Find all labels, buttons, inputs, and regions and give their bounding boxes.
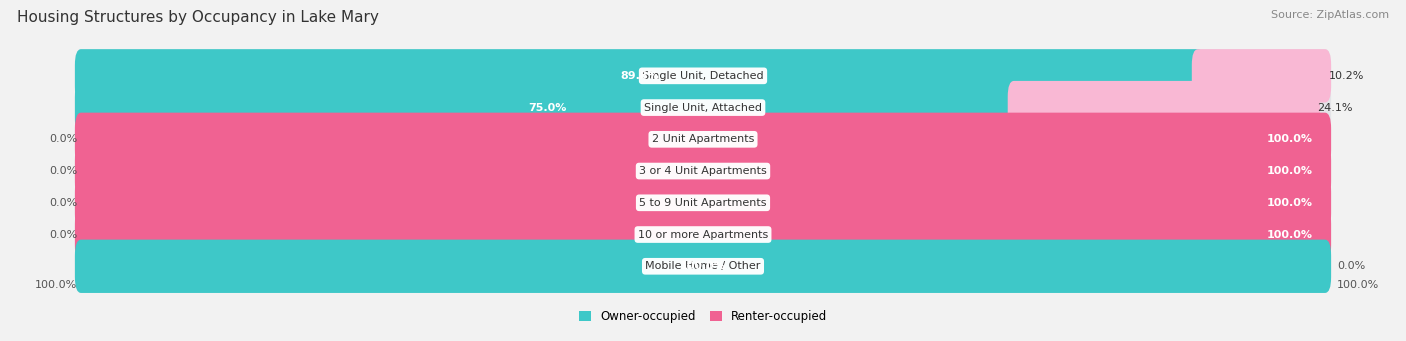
FancyBboxPatch shape: [75, 208, 1331, 261]
FancyBboxPatch shape: [75, 176, 1331, 229]
Text: Single Unit, Attached: Single Unit, Attached: [644, 103, 762, 113]
Text: 100.0%: 100.0%: [1267, 166, 1312, 176]
Text: 0.0%: 0.0%: [49, 134, 77, 144]
FancyBboxPatch shape: [75, 144, 1331, 198]
Text: 0.0%: 0.0%: [49, 198, 77, 208]
Text: 3 or 4 Unit Apartments: 3 or 4 Unit Apartments: [640, 166, 766, 176]
FancyBboxPatch shape: [75, 113, 1331, 166]
FancyBboxPatch shape: [75, 49, 1331, 103]
Text: 5 to 9 Unit Apartments: 5 to 9 Unit Apartments: [640, 198, 766, 208]
Text: 24.1%: 24.1%: [1317, 103, 1353, 113]
FancyBboxPatch shape: [75, 240, 1331, 293]
Text: Source: ZipAtlas.com: Source: ZipAtlas.com: [1271, 10, 1389, 20]
Text: 10 or more Apartments: 10 or more Apartments: [638, 229, 768, 239]
Text: 100.0%: 100.0%: [1267, 134, 1312, 144]
Legend: Owner-occupied, Renter-occupied: Owner-occupied, Renter-occupied: [574, 305, 832, 328]
FancyBboxPatch shape: [75, 144, 1331, 198]
FancyBboxPatch shape: [75, 49, 1204, 103]
Text: 0.0%: 0.0%: [1337, 261, 1365, 271]
Text: 100.0%: 100.0%: [681, 261, 725, 271]
FancyBboxPatch shape: [75, 81, 1331, 134]
Text: Mobile Home / Other: Mobile Home / Other: [645, 261, 761, 271]
Text: 100.0%: 100.0%: [1267, 198, 1312, 208]
Text: 100.0%: 100.0%: [1337, 280, 1379, 290]
FancyBboxPatch shape: [75, 81, 1021, 134]
Text: 2 Unit Apartments: 2 Unit Apartments: [652, 134, 754, 144]
FancyBboxPatch shape: [1192, 49, 1331, 103]
FancyBboxPatch shape: [75, 176, 1331, 229]
Text: 89.8%: 89.8%: [620, 71, 659, 81]
Text: 75.0%: 75.0%: [529, 103, 567, 113]
Text: 100.0%: 100.0%: [35, 280, 77, 290]
Text: Single Unit, Detached: Single Unit, Detached: [643, 71, 763, 81]
Text: Housing Structures by Occupancy in Lake Mary: Housing Structures by Occupancy in Lake …: [17, 10, 378, 25]
Text: 0.0%: 0.0%: [49, 229, 77, 239]
Text: 10.2%: 10.2%: [1329, 71, 1364, 81]
Text: 0.0%: 0.0%: [49, 166, 77, 176]
FancyBboxPatch shape: [1008, 81, 1320, 134]
FancyBboxPatch shape: [75, 240, 1331, 293]
Text: 100.0%: 100.0%: [1267, 229, 1312, 239]
FancyBboxPatch shape: [75, 208, 1331, 261]
FancyBboxPatch shape: [75, 113, 1331, 166]
